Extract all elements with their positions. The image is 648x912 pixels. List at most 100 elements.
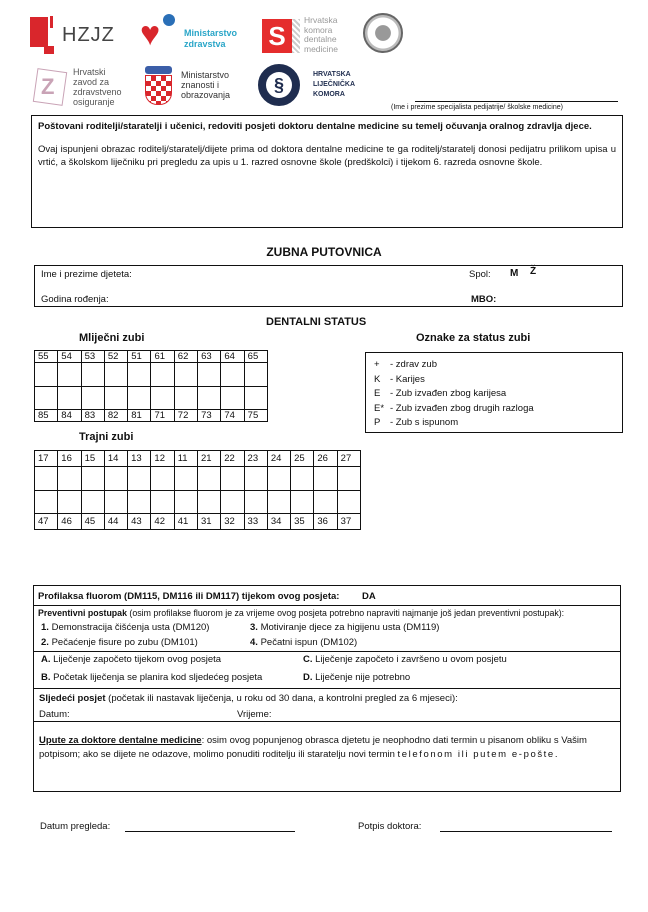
tooth-status-cell[interactable] [196,489,222,514]
exam-date-line[interactable] [125,831,295,832]
tooth-status-cell[interactable] [150,466,175,491]
tooth-status-cell[interactable] [336,489,362,514]
legend-title: Oznake za status zubi [416,332,531,344]
tooth-number-61: 61 [150,350,175,363]
tooth-status-cell[interactable] [197,385,222,410]
tooth-status-cell[interactable] [220,489,245,514]
tooth-status-cell[interactable] [150,489,175,514]
mzo-line2: znanosti i [181,80,220,90]
tooth-number-44: 44 [103,513,129,530]
tooth-status-cell[interactable] [290,489,315,514]
tooth-status-cell[interactable] [243,466,268,491]
tooth-status-cell[interactable] [336,466,362,491]
tooth-number-25: 25 [290,450,315,467]
mz-line2: zdravstva [184,39,226,49]
tooth-status-cell[interactable] [243,362,269,387]
tooth-status-cell[interactable] [80,385,105,410]
tooth-status-cell[interactable] [173,385,199,410]
preventive-item-4[interactable]: 4. Pečatni ispun (DM102) [250,637,358,648]
tooth-status-cell[interactable] [57,362,82,387]
tooth-status-cell[interactable] [33,466,59,491]
treatment-option-a[interactable]: A. Liječenje započeto tijekom ovog posje… [41,654,222,665]
tooth-number-83: 83 [80,409,105,422]
preventive-item-2[interactable]: 2. Pečaćenje fisure po zubu (DM101) [41,637,198,648]
signature-label: Potpis doktora: [358,821,422,832]
tooth-number-75: 75 [243,409,269,422]
tooth-status-cell[interactable] [103,385,129,410]
treatment-option-b[interactable]: B. Početak liječenja se planira kod slje… [41,672,263,683]
legend-item: K- Karijes [374,373,425,385]
tooth-status-cell[interactable] [80,489,105,514]
tooth-status-cell[interactable] [290,466,315,491]
preventive-note: (osim profilakse fluorom je za vrijeme o… [126,608,565,618]
signature-line[interactable] [440,831,612,832]
sex-option-f[interactable]: Ž [530,266,537,277]
permanent-teeth-chart: 17 16 15 14 13 12 11 21 22 23 24 25 26 27 47 46 45 44 43 42… [33,450,362,530]
tooth-status-cell[interactable] [196,466,222,491]
preventive-item-1[interactable]: 1. Demonstracija čišćenja usta (DM120) [41,622,210,633]
mzo-line3: obrazovanja [181,90,231,100]
tooth-status-cell[interactable] [103,466,129,491]
tooth-status-cell[interactable] [57,385,82,410]
tooth-number-16: 16 [57,450,82,467]
tooth-status-cell[interactable] [150,385,175,410]
tooth-number-71: 71 [150,409,175,422]
tooth-number-33: 33 [243,513,268,530]
tooth-status-cell[interactable] [243,489,268,514]
tooth-status-cell[interactable] [33,489,59,514]
tooth-number-41: 41 [173,513,198,530]
hzzo-line4: osiguranje [73,97,115,107]
tooth-status-cell[interactable] [127,466,152,491]
tooth-status-cell[interactable] [103,489,129,514]
next-visit-time-label: Vrijeme: [237,709,272,720]
tooth-status-cell[interactable] [313,466,338,491]
preventive-heading: Preventivni postupak (osim profilakse fl… [38,608,564,618]
tooth-number-37: 37 [336,513,362,530]
tooth-status-cell[interactable] [197,362,222,387]
tooth-status-cell[interactable] [80,362,105,387]
tooth-status-cell[interactable] [173,362,199,387]
specialist-name-line[interactable] [415,101,618,102]
tooth-status-cell[interactable] [127,362,152,387]
tooth-number-26: 26 [313,450,338,467]
tooth-number-17: 17 [33,450,59,467]
tooth-status-cell[interactable] [127,489,152,514]
tooth-number-43: 43 [127,513,152,530]
university-seal-icon [363,13,403,53]
tooth-status-cell[interactable] [33,362,59,387]
treatment-option-d[interactable]: D. Liječenje nije potrebno [303,672,411,683]
treatment-option-c[interactable]: C. Liječenje započeto i završeno u ovom … [303,654,507,665]
sex-option-m[interactable]: M [510,268,519,279]
tooth-status-cell[interactable] [220,385,245,410]
fluor-label: Profilaksa fluorom (DM115, DM116 ili DM1… [38,591,340,602]
tooth-number-46: 46 [57,513,82,530]
hzzo-line2: zavod za [73,77,110,87]
tooth-number-64: 64 [220,350,245,363]
intro-text: Ovaj ispunjeni obrazac roditelj/staratel… [38,144,616,168]
tooth-status-cell[interactable] [57,466,82,491]
tooth-status-cell[interactable] [243,385,269,410]
tooth-status-cell[interactable] [220,362,245,387]
tooth-status-cell[interactable] [103,362,129,387]
preventive-item-3[interactable]: 3. Motiviranje djece za higijenu usta (D… [250,622,440,633]
tooth-number-22: 22 [220,450,245,467]
tooth-status-cell[interactable] [266,489,292,514]
tooth-number-51: 51 [127,350,152,363]
hkdm-line3: dentalne [304,34,337,44]
tooth-status-cell[interactable] [127,385,152,410]
tooth-status-cell[interactable] [80,466,105,491]
fluor-value[interactable]: DA [362,591,376,602]
tooth-status-cell[interactable] [173,466,198,491]
tooth-status-cell[interactable] [150,362,175,387]
tooth-status-cell[interactable] [173,489,198,514]
tooth-number-24: 24 [266,450,292,467]
tooth-status-cell[interactable] [33,385,59,410]
intro-box: Poštovani roditelji/staratelji i učenici… [31,115,623,228]
tooth-status-cell[interactable] [220,466,245,491]
legend-box: + - zdrav zub K - Karijes E - Zub izvađen zbo… [365,352,623,433]
tooth-status-cell[interactable] [313,489,338,514]
tooth-status-cell[interactable] [57,489,82,514]
tooth-status-cell[interactable] [266,466,292,491]
dental-status-title: DENTALNI STATUS [266,316,367,328]
visit-box: Profilaksa fluorom (DM115, DM116 ili DM1… [33,585,621,792]
